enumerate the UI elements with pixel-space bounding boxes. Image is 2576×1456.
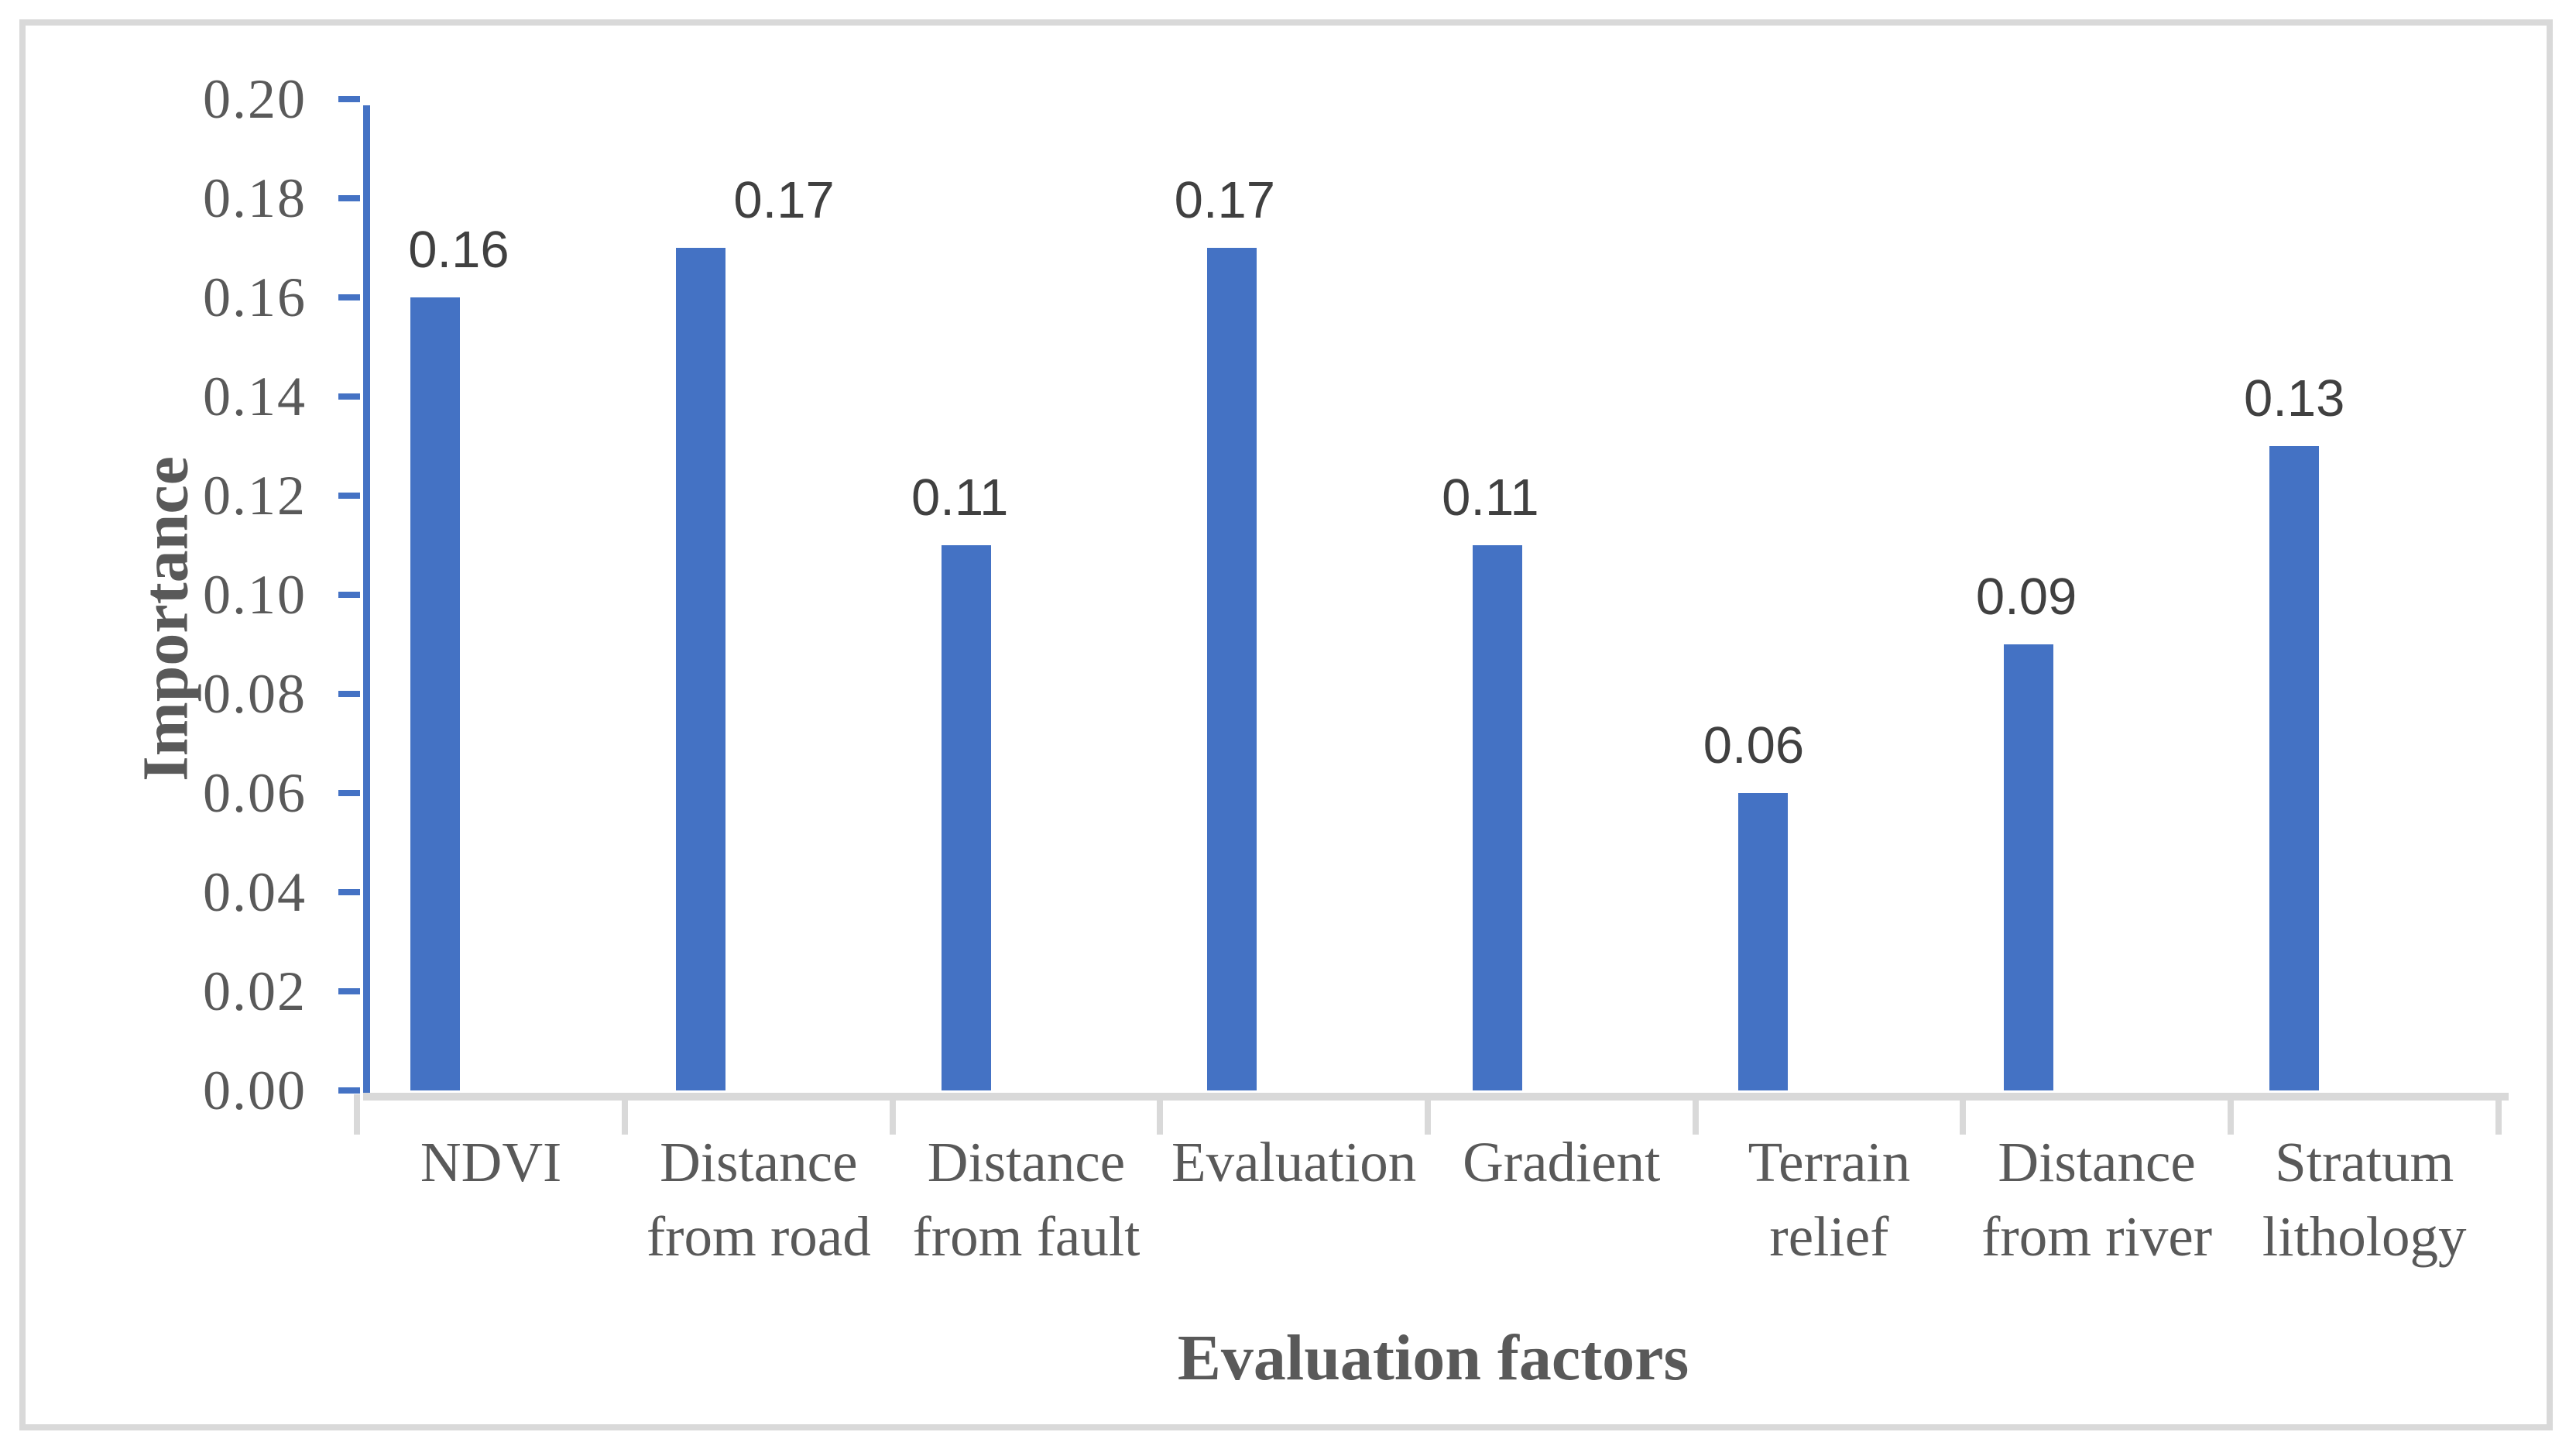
y-axis-tick-label: 0.06 <box>203 762 307 824</box>
y-axis-tick <box>338 96 360 102</box>
category-label: Distance from fault <box>912 1131 1141 1268</box>
category-label: Distance from road <box>646 1131 871 1268</box>
category-label: Distance from river <box>1981 1131 2213 1268</box>
bar-data-label: 0.11 <box>911 469 1009 527</box>
y-axis-tick-label: 0.12 <box>203 465 307 527</box>
bar-data-label: 0.09 <box>1975 568 2077 626</box>
category-label: Evaluation <box>1171 1131 1417 1193</box>
category-tick <box>889 1094 896 1135</box>
bar <box>1472 545 1522 1090</box>
bar <box>1206 248 1257 1090</box>
y-axis-tick-label: 0.10 <box>203 564 307 626</box>
y-axis-tick-label: 0.08 <box>203 663 307 725</box>
bar <box>941 545 991 1090</box>
y-axis-tick <box>338 988 360 994</box>
category-tick <box>621 1094 628 1135</box>
category-tick <box>1692 1094 1699 1135</box>
bar <box>410 297 460 1090</box>
y-axis-tick <box>338 889 360 895</box>
category-label: Stratum lithology <box>2262 1131 2467 1268</box>
bar <box>675 248 725 1090</box>
category-tick <box>2227 1094 2234 1135</box>
category-label: NDVI <box>420 1131 562 1193</box>
y-axis-tick-label: 0.20 <box>203 68 307 130</box>
y-axis-line <box>363 105 370 1097</box>
bar <box>2269 446 2320 1090</box>
y-axis-tick <box>338 493 360 499</box>
y-axis-tick <box>338 195 360 201</box>
category-tick <box>1424 1094 1431 1135</box>
category-tick <box>1960 1094 1967 1135</box>
category-tick <box>1157 1094 1164 1135</box>
y-axis-tick-label: 0.16 <box>203 266 307 328</box>
bar-data-label: 0.13 <box>2243 369 2345 428</box>
bar-data-label: 0.11 <box>1442 469 1539 527</box>
bar <box>1738 793 1788 1090</box>
bar-data-label: 0.17 <box>1174 171 1275 229</box>
y-axis-tick-label: 0.02 <box>203 960 307 1022</box>
x-axis-title: Evaluation factors <box>1177 1322 1689 1394</box>
x-axis-line <box>363 1093 2509 1101</box>
y-axis-tick <box>338 592 360 598</box>
bar-data-label: 0.17 <box>733 171 835 229</box>
y-axis-tick <box>338 691 360 697</box>
y-axis-tick-label: 0.18 <box>203 167 307 229</box>
bar-data-label: 0.06 <box>1703 716 1805 774</box>
category-label: Terrain relief <box>1748 1131 1911 1268</box>
bar-data-label: 0.16 <box>408 221 509 279</box>
chart-frame: Importance Evaluation factors 0.00 0.02 0.… <box>19 19 2553 1430</box>
y-axis-tick-label: 0.00 <box>203 1059 307 1121</box>
y-axis-tick-label: 0.14 <box>203 366 307 428</box>
category-label: Gradient <box>1463 1131 1661 1193</box>
y-axis-tick <box>338 1087 360 1094</box>
y-axis-tick <box>338 790 360 796</box>
y-axis-tick <box>338 294 360 300</box>
y-axis-tick-label: 0.04 <box>203 861 307 923</box>
category-tick <box>354 1094 361 1135</box>
category-tick <box>2495 1094 2502 1135</box>
bar <box>2004 644 2054 1090</box>
y-axis-tick <box>338 393 360 400</box>
